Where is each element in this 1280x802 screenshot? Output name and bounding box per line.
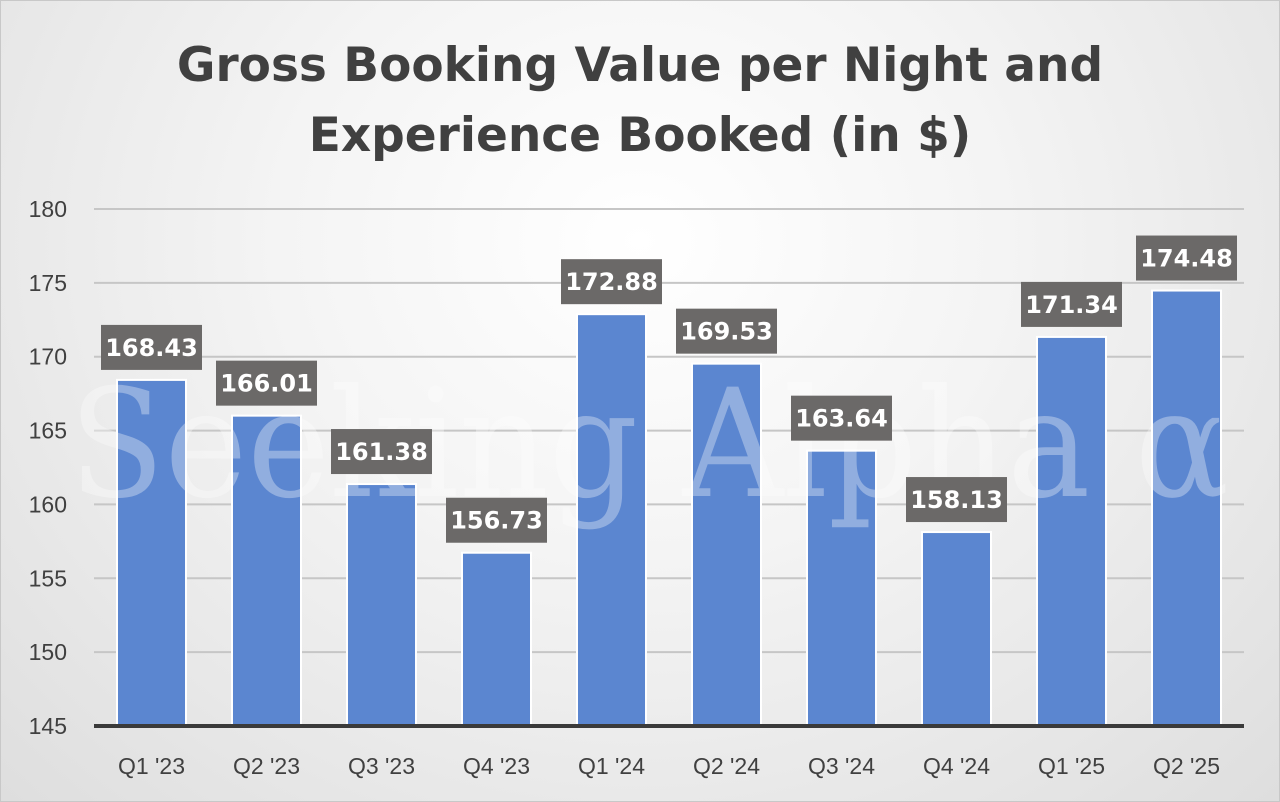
data-label-text: 161.38 xyxy=(335,438,428,466)
x-tick-label: Q2 '23 xyxy=(233,753,300,779)
data-label-box xyxy=(216,360,317,406)
y-tick-label: 165 xyxy=(29,418,67,444)
data-label-box xyxy=(1136,235,1237,281)
data-label-text: 163.64 xyxy=(795,405,888,433)
chart-title-line-1: Gross Booking Value per Night and xyxy=(176,38,1104,93)
x-tick-label: Q1 '25 xyxy=(1038,753,1105,779)
data-label-box xyxy=(101,324,202,370)
y-tick-label: 160 xyxy=(29,491,67,517)
x-tick-label: Q4 '24 xyxy=(923,753,990,779)
chart-title-line-2: Experience Booked (in $) xyxy=(308,108,972,163)
data-label-box xyxy=(1021,281,1122,327)
data-label-box xyxy=(906,477,1007,523)
y-tick-label: 170 xyxy=(29,344,67,370)
chart-title: Gross Booking Value per Night and Experi… xyxy=(1,31,1279,171)
bar xyxy=(461,551,532,727)
y-tick-label: 180 xyxy=(29,196,67,222)
bar xyxy=(1036,335,1107,727)
data-label-text: 169.53 xyxy=(680,318,773,346)
data-label: 163.64 xyxy=(791,395,892,441)
x-tick-label: Q3 '24 xyxy=(808,753,875,779)
y-tick-label: 155 xyxy=(29,565,67,591)
data-label-box xyxy=(676,308,777,354)
x-tick-label: Q1 '23 xyxy=(118,753,185,779)
data-label-text: 172.88 xyxy=(565,268,658,296)
data-label-text: 166.01 xyxy=(220,370,313,398)
x-tick-label: Q2 '25 xyxy=(1153,753,1220,779)
bars xyxy=(116,289,1222,727)
bar xyxy=(116,378,187,727)
data-label: 161.38 xyxy=(331,429,432,475)
data-label: 169.53 xyxy=(676,308,777,354)
data-label: 171.34 xyxy=(1021,281,1122,327)
x-tick-label: Q4 '23 xyxy=(463,753,530,779)
axes: 145 150 155 160 165 170 175 180 Q1 '23 Q2 '23 Q3 '… xyxy=(29,196,1244,779)
bar xyxy=(921,531,992,727)
data-labels: 168.43 166.01 161.38 156.73 172.88 169.53 163.… xyxy=(101,235,1237,543)
data-label: 166.01 xyxy=(216,360,317,406)
data-label-text: 171.34 xyxy=(1025,291,1118,319)
x-tick-label: Q1 '24 xyxy=(578,753,645,779)
data-label-text: 174.48 xyxy=(1140,245,1233,273)
x-tick-label: Q3 '23 xyxy=(348,753,415,779)
data-label-box xyxy=(331,429,432,475)
data-label: 172.88 xyxy=(561,259,662,305)
data-label: 168.43 xyxy=(101,324,202,370)
y-tick-label: 150 xyxy=(29,639,67,665)
data-label-box xyxy=(446,497,547,543)
data-label-text: 156.73 xyxy=(450,507,543,535)
bar xyxy=(806,449,877,727)
y-tick-label: 175 xyxy=(29,270,67,296)
data-label-box xyxy=(561,259,662,305)
data-label-box xyxy=(791,395,892,441)
data-label-text: 158.13 xyxy=(910,486,1003,514)
y-tick-label: 145 xyxy=(29,713,67,739)
data-label: 156.73 xyxy=(446,497,547,543)
data-label-text: 168.43 xyxy=(105,334,198,362)
x-tick-label: Q2 '24 xyxy=(693,753,760,779)
bar xyxy=(576,313,647,727)
data-label: 174.48 xyxy=(1136,235,1237,281)
bar xyxy=(346,483,417,727)
data-label: 158.13 xyxy=(906,477,1007,523)
